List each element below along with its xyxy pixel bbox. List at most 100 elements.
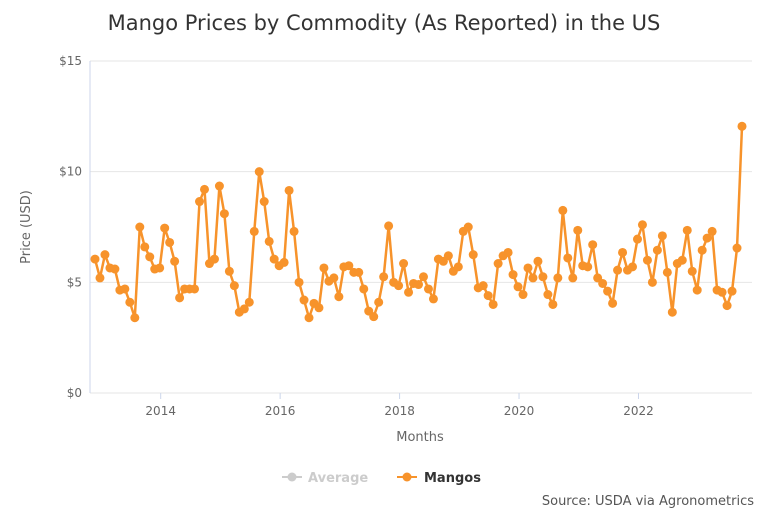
data-point[interactable] (707, 226, 717, 236)
data-point[interactable] (478, 281, 488, 291)
data-point[interactable] (637, 220, 647, 230)
data-point[interactable] (344, 261, 354, 271)
data-point[interactable] (618, 247, 628, 257)
data-point[interactable] (404, 287, 414, 297)
data-point[interactable] (299, 295, 309, 305)
data-point[interactable] (428, 294, 438, 304)
data-point[interactable] (165, 237, 175, 247)
data-point[interactable] (264, 236, 274, 246)
data-point[interactable] (259, 197, 269, 207)
data-point[interactable] (493, 259, 503, 269)
data-point[interactable] (603, 286, 613, 296)
data-point[interactable] (483, 291, 493, 301)
data-point[interactable] (553, 273, 563, 283)
legend-item-mangos[interactable]: Mangos (397, 471, 481, 486)
data-point[interactable] (588, 240, 598, 250)
data-point[interactable] (384, 221, 394, 231)
data-point[interactable] (394, 281, 404, 291)
data-point[interactable] (682, 225, 692, 235)
data-point[interactable] (518, 290, 528, 300)
data-point[interactable] (523, 263, 533, 273)
data-point[interactable] (130, 313, 140, 323)
data-point[interactable] (737, 121, 747, 131)
data-point[interactable] (95, 273, 105, 283)
legend-item-average[interactable]: Average (282, 471, 368, 486)
data-point[interactable] (374, 297, 384, 307)
data-point[interactable] (354, 267, 364, 277)
data-point[interactable] (195, 197, 205, 207)
data-point[interactable] (692, 285, 702, 295)
data-point[interactable] (667, 307, 677, 317)
data-point[interactable] (214, 181, 224, 191)
data-point[interactable] (647, 277, 657, 287)
data-point[interactable] (628, 262, 638, 272)
data-point[interactable] (269, 254, 279, 264)
data-point[interactable] (145, 252, 155, 262)
data-point[interactable] (563, 253, 573, 263)
data-point[interactable] (513, 282, 523, 292)
data-point[interactable] (170, 256, 180, 266)
data-point[interactable] (488, 299, 498, 309)
data-point[interactable] (399, 259, 409, 269)
data-point[interactable] (423, 284, 433, 294)
data-point[interactable] (100, 250, 110, 260)
data-point[interactable] (528, 273, 538, 283)
data-point[interactable] (697, 245, 707, 255)
data-point[interactable] (677, 255, 687, 265)
data-point[interactable] (608, 298, 618, 308)
data-point[interactable] (657, 231, 667, 241)
data-point[interactable] (548, 299, 558, 309)
data-point[interactable] (453, 262, 463, 272)
data-point[interactable] (155, 263, 165, 273)
data-point[interactable] (199, 184, 209, 194)
data-point[interactable] (508, 270, 518, 280)
data-point[interactable] (568, 273, 578, 283)
data-point[interactable] (722, 301, 732, 311)
data-point[interactable] (190, 284, 200, 294)
data-point[interactable] (558, 205, 568, 215)
data-point[interactable] (583, 262, 593, 272)
data-point[interactable] (418, 272, 428, 282)
data-point[interactable] (642, 255, 652, 265)
data-point[interactable] (359, 284, 369, 294)
data-point[interactable] (468, 250, 478, 260)
data-point[interactable] (717, 287, 727, 297)
data-point[interactable] (329, 273, 339, 283)
data-point[interactable] (533, 256, 543, 266)
data-point[interactable] (662, 267, 672, 277)
data-point[interactable] (135, 222, 145, 232)
data-point[interactable] (613, 265, 623, 275)
data-point[interactable] (284, 185, 294, 195)
data-point[interactable] (538, 272, 548, 282)
data-point[interactable] (543, 290, 553, 300)
data-point[interactable] (443, 251, 453, 261)
data-point[interactable] (175, 293, 185, 303)
data-point[interactable] (319, 263, 329, 273)
data-point[interactable] (573, 225, 583, 235)
data-point[interactable] (249, 226, 259, 236)
data-point[interactable] (652, 245, 662, 255)
data-point[interactable] (125, 297, 135, 307)
data-point[interactable] (727, 286, 737, 296)
data-point[interactable] (279, 257, 289, 267)
data-point[interactable] (120, 284, 130, 294)
data-point[interactable] (334, 292, 344, 302)
data-point[interactable] (687, 266, 697, 276)
data-point[interactable] (314, 303, 324, 313)
data-point[interactable] (289, 226, 299, 236)
data-point[interactable] (732, 243, 742, 253)
data-point[interactable] (244, 297, 254, 307)
data-point[interactable] (254, 167, 264, 177)
data-point[interactable] (702, 233, 712, 243)
data-point[interactable] (239, 304, 249, 314)
data-point[interactable] (110, 264, 120, 274)
data-point[interactable] (379, 272, 389, 282)
data-point[interactable] (463, 222, 473, 232)
data-point[interactable] (369, 312, 379, 322)
data-point[interactable] (414, 280, 423, 290)
data-point[interactable] (90, 254, 100, 264)
data-point[interactable] (304, 313, 314, 323)
data-point[interactable] (229, 281, 239, 291)
data-point[interactable] (160, 223, 170, 233)
data-point[interactable] (503, 247, 513, 257)
